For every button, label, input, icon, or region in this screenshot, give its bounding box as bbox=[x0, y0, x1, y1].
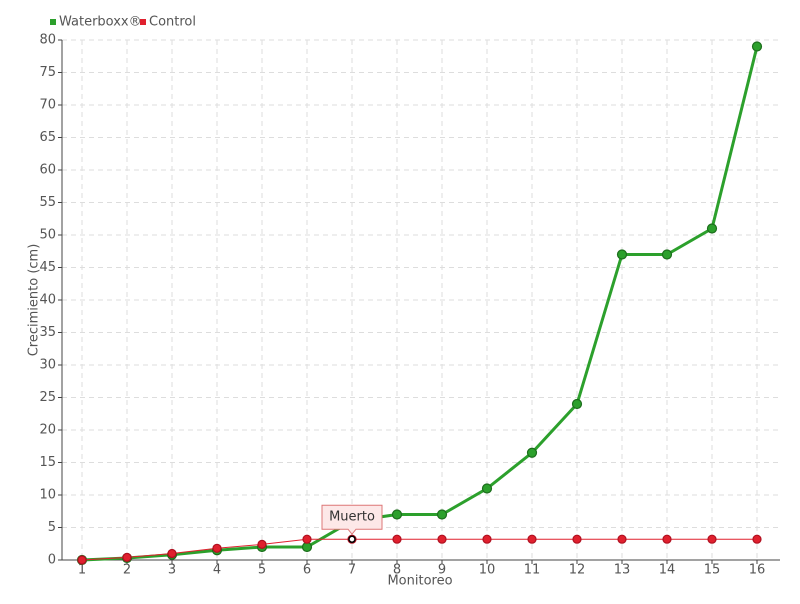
data-point bbox=[302, 534, 312, 544]
x-tick-label: 7 bbox=[348, 563, 356, 578]
y-tick-label: 70 bbox=[39, 98, 56, 113]
data-point bbox=[392, 534, 402, 544]
data-point bbox=[167, 548, 177, 559]
x-tick-label: 15 bbox=[704, 563, 721, 578]
series-line bbox=[81, 46, 759, 562]
y-tick-label: 45 bbox=[39, 260, 56, 275]
data-point bbox=[481, 483, 493, 494]
data-point bbox=[661, 249, 673, 260]
x-tick-label: 6 bbox=[303, 563, 311, 578]
data-point bbox=[77, 555, 87, 565]
x-tick-label: 10 bbox=[479, 563, 496, 578]
y-tick-label: 80 bbox=[39, 33, 56, 48]
x-tick-label: 12 bbox=[569, 563, 586, 578]
x-tick-label: 1 bbox=[78, 563, 86, 578]
data-point bbox=[707, 534, 717, 544]
y-tick-label: 60 bbox=[39, 163, 56, 178]
data-point bbox=[752, 534, 762, 544]
x-axis-title: Monitoreo bbox=[387, 574, 452, 589]
data-point bbox=[526, 447, 538, 458]
x-tick-label: 14 bbox=[659, 563, 676, 578]
y-tick-label: 0 bbox=[48, 553, 56, 568]
x-tick-label: 5 bbox=[258, 563, 266, 578]
x-tick-label: 3 bbox=[168, 563, 176, 578]
x-tick-label: 11 bbox=[524, 563, 541, 578]
annotation-label: Muerto bbox=[329, 510, 375, 525]
data-point bbox=[571, 398, 583, 410]
y-tick-label: 55 bbox=[39, 195, 56, 210]
data-point bbox=[662, 534, 672, 544]
data-point bbox=[616, 249, 628, 260]
y-tick-label: 20 bbox=[39, 423, 56, 438]
data-point bbox=[391, 509, 403, 520]
legend-marker bbox=[50, 19, 56, 25]
data-point bbox=[122, 552, 132, 563]
y-tick-label: 65 bbox=[39, 130, 56, 145]
data-point bbox=[617, 534, 627, 544]
x-tick-label: 8 bbox=[393, 563, 401, 578]
x-tick-label: 9 bbox=[438, 563, 446, 578]
legend-label: Control bbox=[149, 15, 196, 30]
y-tick-label: 10 bbox=[39, 488, 56, 503]
data-point bbox=[751, 41, 763, 52]
annotation-box bbox=[321, 504, 383, 536]
data-point bbox=[572, 534, 582, 544]
x-tick-label: 13 bbox=[614, 563, 631, 578]
legend-label: Waterboxx® bbox=[59, 15, 142, 30]
data-point bbox=[257, 539, 267, 550]
y-tick-label: 15 bbox=[39, 455, 56, 470]
y-axis-title: Crecimiento (cm) bbox=[27, 244, 42, 357]
y-tick-label: 35 bbox=[39, 325, 56, 340]
y-tick-label: 25 bbox=[39, 390, 56, 405]
data-point bbox=[706, 223, 718, 234]
x-tick-label: 4 bbox=[213, 563, 221, 578]
y-tick-label: 30 bbox=[39, 358, 56, 373]
data-point bbox=[482, 534, 492, 544]
x-tick-label: 2 bbox=[123, 563, 131, 578]
y-tick-label: 5 bbox=[48, 520, 56, 535]
x-tick-label: 16 bbox=[749, 563, 766, 578]
data-point bbox=[437, 534, 447, 544]
data-point bbox=[527, 534, 537, 544]
y-tick-label: 75 bbox=[39, 65, 56, 80]
series-line bbox=[81, 538, 757, 561]
legend-marker bbox=[140, 19, 146, 25]
y-tick-label: 50 bbox=[39, 228, 56, 243]
data-point bbox=[436, 509, 448, 520]
data-point bbox=[212, 543, 222, 553]
data-point bbox=[301, 541, 313, 553]
annotation-point bbox=[348, 535, 356, 543]
y-tick-label: 40 bbox=[39, 293, 56, 308]
